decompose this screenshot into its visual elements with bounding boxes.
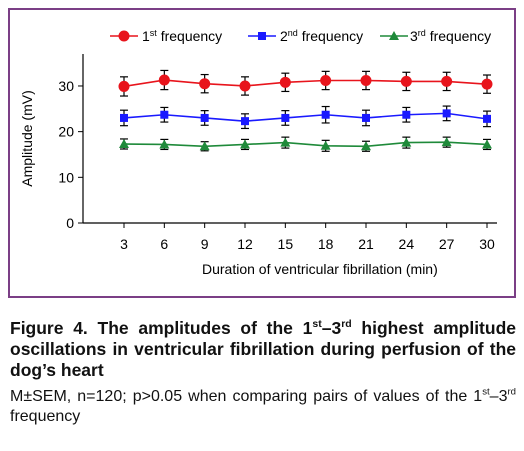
data-point [120,113,128,122]
data-point [321,110,330,119]
legend-label-1: 1st frequency [142,28,222,44]
data-point [240,139,250,149]
data-point [362,113,370,122]
figure-title-text: –3 [321,318,342,338]
data-point [158,74,170,86]
data-point [441,137,452,147]
legend-marker [258,32,266,40]
data-point [401,137,412,147]
y-tick-label: 10 [58,169,74,185]
figure-caption: Figure 4. The amplitudes of the 1st–3rd … [10,318,516,427]
x-tick-label: 18 [318,236,334,252]
series-line-3 [123,141,488,148]
figure-title-text: Figure 4. The amplitudes of the 1 [10,318,313,338]
data-point [200,113,209,122]
y-axis-label: Amplitude (mV) [19,90,35,186]
data-point [159,139,170,149]
data-point [320,74,332,86]
figure-note-text: frequency [10,408,81,425]
x-tick-label: 21 [358,236,374,252]
data-point [360,74,372,86]
chart-frame: 0 10 20 30 3 6 9 12 15 18 21 24 27 30 Duration of vent… [8,8,516,298]
data-point [441,75,453,87]
legend-label-2: 2nd frequency [280,28,363,44]
data-point [402,110,411,119]
amplitude-chart: 0 10 20 30 3 6 9 12 15 18 21 24 27 30 Duration of vent… [19,28,497,277]
figure-note-sup: rd [507,386,516,398]
figure-title: Figure 4. The amplitudes of the 1st–3rd … [10,318,516,381]
legend-label-3: 3rd frequency [410,28,491,44]
data-point [199,78,211,90]
data-point [160,110,169,119]
x-tick-label: 9 [201,236,209,252]
data-point [239,80,251,92]
data-point [482,139,492,149]
data-point [241,117,249,126]
figure-note-sup: st [482,386,490,398]
data-point [442,109,451,118]
figure-title-sup: st [312,318,322,331]
x-tick-label: 30 [479,236,495,252]
figure-note: M±SEM, n=120; p>0.05 when comparing pair… [10,387,516,427]
data-point [280,137,291,147]
x-tick-label: 15 [278,236,294,252]
data-point [361,141,371,151]
x-tick-label: 6 [160,236,168,252]
legend-marker [118,30,130,42]
data-point [481,78,493,90]
series-line-1 [123,79,488,88]
series-line-2 [123,112,488,122]
legend-marker [389,31,399,40]
data-point [281,113,290,122]
x-axis-label: Duration of ventricular fibrillation (mi… [202,261,438,277]
figure-title-sup: rd [341,318,352,331]
y-tick-label: 30 [58,78,74,94]
figure-title-text: highest amplitude oscillations in ventri… [10,318,516,380]
data-point [400,75,412,87]
data-point [118,80,130,92]
data-point [199,141,210,151]
data-point [279,76,291,88]
data-point [320,140,331,150]
x-tick-label: 12 [237,236,253,252]
y-tick-label: 20 [58,124,74,140]
data-point [119,138,129,148]
data-point [483,114,491,123]
x-tick-label: 24 [399,236,415,252]
figure-note-text: –3 [489,388,508,405]
y-tick-label: 0 [66,215,74,231]
x-tick-label: 27 [439,236,455,252]
figure-note-text: M±SEM, n=120; p>0.05 when comparing pair… [10,388,483,405]
x-tick-label: 3 [120,236,128,252]
